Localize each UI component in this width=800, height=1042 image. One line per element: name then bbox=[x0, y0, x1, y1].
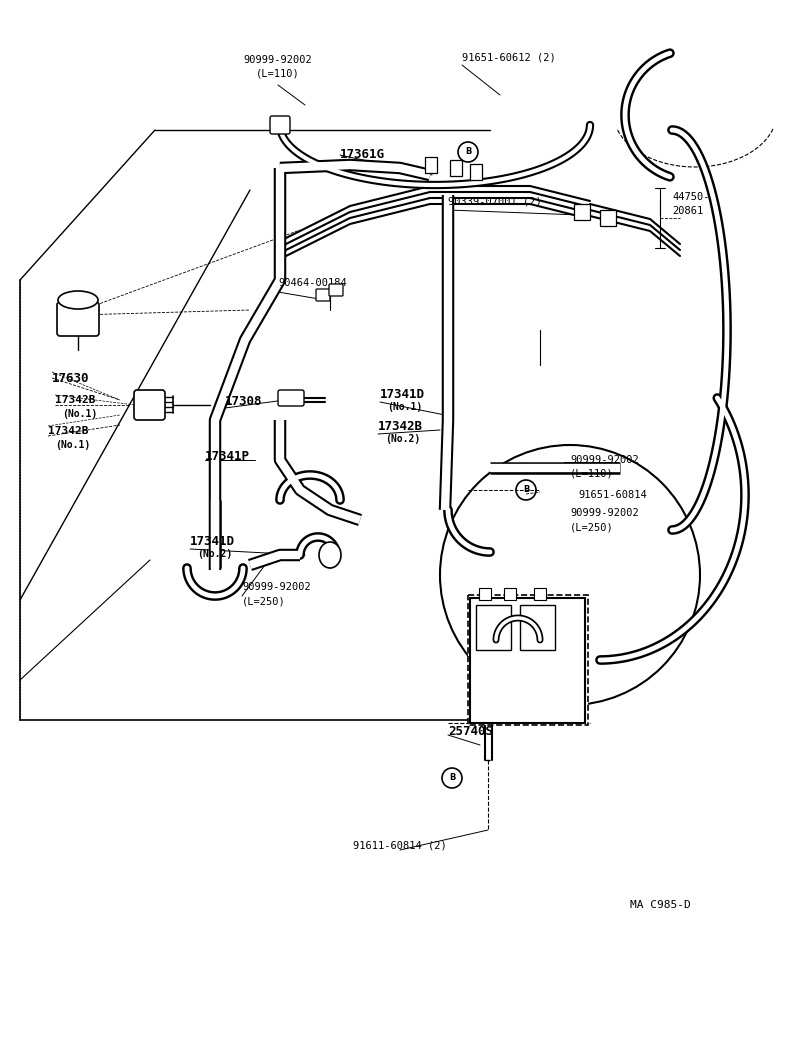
Text: B: B bbox=[449, 773, 455, 783]
Text: 17341P: 17341P bbox=[205, 450, 250, 463]
Text: (L=250): (L=250) bbox=[242, 596, 286, 606]
Text: 17342B: 17342B bbox=[55, 395, 95, 405]
Text: (No.2): (No.2) bbox=[385, 435, 420, 444]
Bar bbox=[504, 588, 516, 600]
FancyBboxPatch shape bbox=[278, 390, 304, 406]
Text: (L=110): (L=110) bbox=[570, 469, 614, 479]
Text: 90339-07001 (2): 90339-07001 (2) bbox=[448, 196, 542, 206]
Bar bbox=[450, 160, 462, 176]
Text: 17341D: 17341D bbox=[190, 535, 235, 548]
Bar bbox=[479, 588, 491, 600]
Text: 90999-92002: 90999-92002 bbox=[570, 455, 638, 465]
Text: 91651-60612 (2): 91651-60612 (2) bbox=[462, 52, 556, 63]
FancyBboxPatch shape bbox=[574, 204, 590, 220]
Text: 17361G: 17361G bbox=[340, 148, 385, 162]
Circle shape bbox=[440, 445, 700, 705]
Text: 90999-92002: 90999-92002 bbox=[244, 55, 312, 65]
Text: 17342B: 17342B bbox=[378, 420, 423, 433]
Bar bbox=[520, 605, 555, 650]
Text: 90999-92002: 90999-92002 bbox=[570, 508, 638, 518]
Text: (No.1): (No.1) bbox=[62, 410, 98, 419]
Bar bbox=[425, 157, 437, 173]
Text: 25860: 25860 bbox=[502, 700, 539, 713]
Text: 25740S: 25740S bbox=[448, 725, 493, 738]
Text: (No.2): (No.2) bbox=[197, 549, 232, 559]
Text: (L=110): (L=110) bbox=[256, 69, 300, 79]
Text: 17630: 17630 bbox=[52, 372, 90, 384]
Text: 90464-00184: 90464-00184 bbox=[278, 278, 346, 288]
Text: 91651-60814: 91651-60814 bbox=[578, 490, 646, 500]
FancyBboxPatch shape bbox=[57, 302, 99, 336]
Text: (No.1): (No.1) bbox=[387, 402, 422, 412]
Text: 20861: 20861 bbox=[672, 206, 703, 216]
FancyBboxPatch shape bbox=[134, 390, 165, 420]
Bar bbox=[534, 588, 546, 600]
Bar bbox=[470, 598, 585, 723]
Text: 44750-: 44750- bbox=[672, 192, 710, 202]
FancyBboxPatch shape bbox=[600, 210, 616, 226]
Text: 90999-92002: 90999-92002 bbox=[242, 582, 310, 592]
FancyBboxPatch shape bbox=[316, 289, 330, 301]
Text: B: B bbox=[465, 148, 471, 156]
Ellipse shape bbox=[319, 542, 341, 568]
FancyBboxPatch shape bbox=[329, 284, 343, 296]
Text: MA C985-D: MA C985-D bbox=[630, 900, 690, 910]
Bar bbox=[470, 164, 482, 180]
Text: (No.1): (No.1) bbox=[55, 440, 90, 450]
Text: 17308: 17308 bbox=[225, 395, 262, 408]
Text: 17341D: 17341D bbox=[380, 388, 425, 401]
FancyBboxPatch shape bbox=[270, 116, 290, 134]
FancyBboxPatch shape bbox=[468, 595, 588, 725]
Text: B: B bbox=[523, 486, 529, 495]
Bar bbox=[476, 605, 511, 650]
Text: (L=250): (L=250) bbox=[570, 522, 614, 532]
Ellipse shape bbox=[58, 291, 98, 309]
Text: 17342B: 17342B bbox=[48, 426, 89, 436]
Text: 91611-60814 (2): 91611-60814 (2) bbox=[353, 840, 447, 850]
